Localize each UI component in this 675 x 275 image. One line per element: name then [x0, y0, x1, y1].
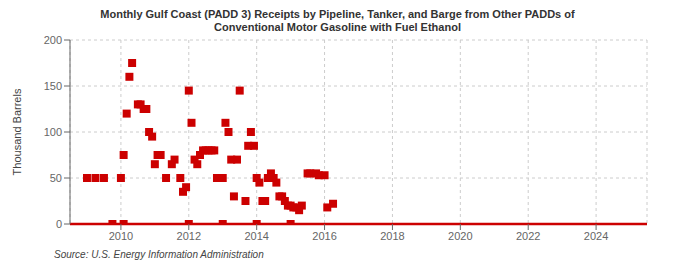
html-text:Source: U.S. Energy Informatio: Source: U.S. Energy Information Administ… [54, 249, 264, 260]
svg-text:0: 0 [56, 218, 62, 230]
svg-text:2012: 2012 [177, 230, 201, 242]
svg-text:Thousand Barrels: Thousand Barrels [11, 88, 23, 175]
svg-text:2018: 2018 [380, 230, 404, 242]
svg-text:100: 100 [44, 126, 62, 138]
svg-text:2024: 2024 [584, 230, 608, 242]
html-text:Monthly Gulf Coast (PADD 3) Re: Monthly Gulf Coast (PADD 3) Receipts by … [100, 8, 575, 20]
svg-text:2016: 2016 [312, 230, 336, 242]
svg-text:50: 50 [50, 172, 62, 184]
svg-text:2020: 2020 [448, 230, 472, 242]
svg-text:150: 150 [44, 80, 62, 92]
svg-text:200: 200 [44, 34, 62, 46]
html-text:Conventional Motor Gasoline wi: Conventional Motor Gasoline with Fuel Et… [214, 21, 461, 33]
svg-text:2010: 2010 [109, 230, 133, 242]
svg-text:2022: 2022 [516, 230, 540, 242]
svg-text:2014: 2014 [244, 230, 268, 242]
